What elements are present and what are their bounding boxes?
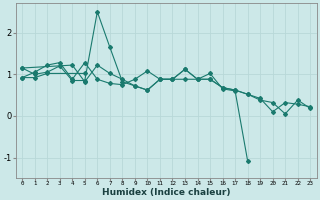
X-axis label: Humidex (Indice chaleur): Humidex (Indice chaleur) — [102, 188, 230, 197]
